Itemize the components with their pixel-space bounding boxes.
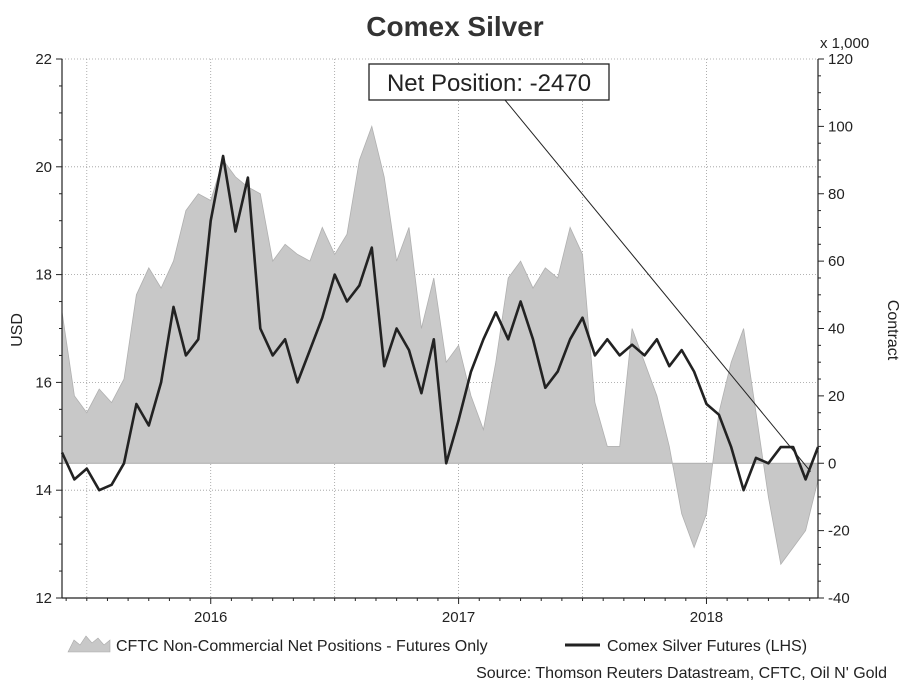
y2-multiplier: x 1,000	[820, 35, 869, 52]
x-tick-label: 2017	[442, 609, 475, 626]
y-axis-label: USD	[9, 313, 26, 347]
legend: CFTC Non-Commercial Net Positions - Futu…	[67, 635, 807, 655]
y2-tick-label: 120	[828, 51, 853, 68]
y2-tick-label: -40	[828, 590, 850, 607]
x-tick-label: 2018	[690, 609, 723, 626]
annotation-pointer	[504, 99, 811, 472]
y-tick-label: 12	[35, 590, 52, 607]
annotation-box	[368, 63, 610, 101]
y2-tick-label: 20	[828, 388, 845, 405]
y-tick-label: 16	[35, 374, 52, 391]
y2-tick-label: -20	[828, 523, 850, 540]
silver-price-line	[60, 154, 820, 492]
y-tick-label: 14	[35, 482, 52, 499]
x-tick-label: 2016	[194, 609, 227, 626]
area-series-net-positions	[61, 125, 819, 566]
annotation: Net Position: -2470	[368, 63, 811, 472]
source-note: Source: Thomson Reuters Datastream, CFTC…	[476, 665, 887, 682]
y2-axis-label: Contract	[884, 300, 901, 361]
y2-tick-label: 100	[828, 118, 853, 135]
axes: 12 14 16 18 20 22 -40 -20 0 20 40 60 80 100 120 2016 201…	[35, 51, 853, 626]
legend-line-label: Comex Silver Futures (LHS)	[607, 638, 807, 655]
y2-tick-label: 0	[828, 455, 836, 472]
y2-tick-label: 80	[828, 186, 845, 203]
y-tick-label: 18	[35, 267, 52, 284]
legend-area-label: CFTC Non-Commercial Net Positions - Futu…	[116, 638, 488, 655]
y-tick-label: 22	[35, 51, 52, 68]
legend-area-swatch	[67, 635, 111, 653]
y2-tick-label: 40	[828, 321, 845, 338]
annotation-text: Net Position: -2470	[387, 70, 591, 97]
net-positions-area	[61, 125, 819, 566]
y2-tick-label: 60	[828, 253, 845, 270]
chart-title: Comex Silver	[366, 11, 544, 42]
y-tick-label: 20	[35, 159, 52, 176]
line-series-silver-futures	[60, 154, 820, 492]
